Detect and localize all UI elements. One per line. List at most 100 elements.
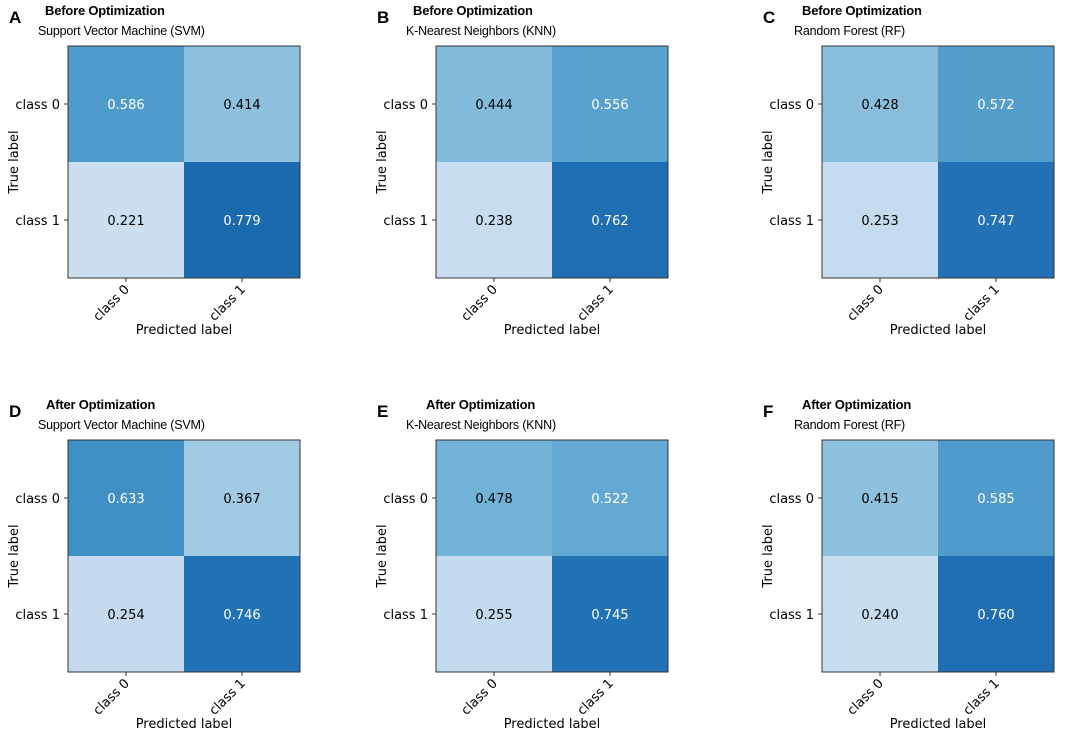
y-axis-label: True label (7, 524, 22, 588)
panel-letter: B (377, 8, 390, 27)
panel-subtitle: Random Forest (RF) (794, 418, 906, 432)
cell-value-label: 0.367 (223, 492, 260, 507)
heatmap-cell-r0-c0 (822, 440, 938, 556)
x-axis-label: Predicted label (890, 323, 987, 338)
cell-value-label: 0.254 (107, 608, 144, 623)
panel-subtitle: Support Vector Machine (SVM) (38, 418, 205, 432)
heatmap-cell-r0-c1 (184, 440, 300, 556)
heatmap-svg: 0.444 0.556 0.238 0.762 class 0 class 1 class … (375, 45, 669, 338)
panel-letter: C (763, 8, 776, 27)
heatmap-frame (821, 439, 1055, 673)
cell-value-label: 0.444 (475, 98, 512, 113)
cell-value-label: 0.238 (475, 214, 512, 229)
confusion-matrix-panel-d: D After Optimization Support Vector Machin… (0, 394, 360, 755)
heatmap-cell-r0-c1 (552, 440, 668, 556)
cell-value-label: 0.760 (977, 608, 1014, 623)
x-tick-label: class 0 (459, 282, 501, 324)
panel-title: After Optimization (802, 397, 912, 412)
heatmap-cell-r0-c0 (68, 46, 184, 162)
x-tick-label: class 1 (207, 282, 249, 324)
confusion-matrix-panel-a: A Before Optimization Support Vector Machi… (0, 0, 360, 361)
x-tick-label: class 0 (845, 282, 887, 324)
heatmap-cell-r1-c0 (436, 162, 552, 278)
heatmap-svg: 0.415 0.585 0.240 0.760 class 0 class 1 class … (761, 439, 1055, 732)
x-axis-label: Predicted label (890, 717, 987, 732)
heatmap-cell-r0-c1 (938, 46, 1054, 162)
heatmap-svg: 0.633 0.367 0.254 0.746 class 0 class 1 class … (7, 439, 301, 732)
heatmap-cell-r0-c0 (68, 440, 184, 556)
panel-subtitle: Support Vector Machine (SVM) (38, 24, 205, 38)
x-tick-label: class 0 (91, 676, 133, 718)
panel-title: Before Optimization (45, 3, 165, 18)
x-tick-label: class 1 (961, 282, 1003, 324)
heatmap-svg: 0.478 0.522 0.255 0.745 class 0 class 1 class … (375, 439, 669, 732)
cell-value-label: 0.221 (107, 214, 144, 229)
y-axis-label: True label (375, 524, 390, 588)
y-axis-label: True label (7, 130, 22, 194)
panel-letter: F (763, 402, 774, 421)
heatmap-cell-r1-c1 (184, 556, 300, 672)
heatmap-cell-r0-c0 (436, 440, 552, 556)
cell-value-label: 0.633 (107, 492, 144, 507)
y-tick-label: class 0 (769, 98, 814, 113)
cell-value-label: 0.762 (591, 214, 628, 229)
heatmap-cell-r0-c1 (938, 440, 1054, 556)
panel-letter: D (9, 402, 22, 421)
y-tick-label: class 0 (383, 492, 428, 507)
y-tick-label: class 0 (383, 98, 428, 113)
cell-value-label: 0.478 (475, 492, 512, 507)
confusion-matrix-figure: A Before Optimization Support Vector Machi… (0, 0, 1084, 732)
heatmap-cell-r1-c1 (938, 556, 1054, 672)
heatmap-cell-r1-c0 (822, 162, 938, 278)
heatmap-cell-r0-c0 (436, 46, 552, 162)
panel-subtitle: Random Forest (RF) (794, 24, 906, 38)
cell-value-label: 0.746 (223, 608, 260, 623)
panel-title: Before Optimization (802, 3, 922, 18)
confusion-matrix-panel-b: B Before Optimization K-Nearest Neighbors … (368, 0, 728, 361)
x-tick-label: class 1 (575, 282, 617, 324)
heatmap-frame (67, 45, 301, 279)
panel-title: After Optimization (46, 397, 156, 412)
cell-value-label: 0.572 (977, 98, 1014, 113)
confusion-matrix-panel-c: C Before Optimization Random Forest (RF) 0.… (754, 0, 1084, 361)
cell-value-label: 0.414 (223, 98, 260, 113)
cell-value-label: 0.747 (977, 214, 1014, 229)
cell-value-label: 0.253 (861, 214, 898, 229)
x-tick-label: class 0 (91, 282, 133, 324)
cell-value-label: 0.586 (107, 98, 144, 113)
cell-value-label: 0.585 (977, 492, 1014, 507)
cell-value-label: 0.415 (861, 492, 898, 507)
heatmap-svg: 0.428 0.572 0.253 0.747 class 0 class 1 class … (761, 45, 1055, 338)
cell-value-label: 0.428 (861, 98, 898, 113)
cell-value-label: 0.556 (591, 98, 628, 113)
y-axis-label: True label (761, 130, 776, 194)
cell-value-label: 0.255 (475, 608, 512, 623)
y-axis-label: True label (375, 130, 390, 194)
cell-value-label: 0.779 (223, 214, 260, 229)
x-axis-label: Predicted label (504, 323, 601, 338)
x-tick-label: class 0 (459, 676, 501, 718)
panel-title: Before Optimization (413, 3, 533, 18)
heatmap-svg: 0.586 0.414 0.221 0.779 class 0 class 1 class … (7, 45, 301, 338)
y-tick-label: class 0 (15, 492, 60, 507)
y-tick-label: class 0 (769, 492, 814, 507)
x-tick-label: class 1 (961, 676, 1003, 718)
y-tick-label: class 1 (769, 608, 814, 623)
y-tick-label: class 1 (15, 214, 60, 229)
confusion-matrix-panel-f: F After Optimization Random Forest (RF) 0.4… (754, 394, 1084, 755)
cell-value-label: 0.745 (591, 608, 628, 623)
heatmap-frame (435, 45, 669, 279)
heatmap-cell-r0-c1 (184, 46, 300, 162)
confusion-matrix-panel-e: E After Optimization K-Nearest Neighbors (… (368, 394, 728, 755)
heatmap-cell-r0-c0 (822, 46, 938, 162)
heatmap-cell-r1-c1 (552, 162, 668, 278)
y-tick-label: class 1 (383, 214, 428, 229)
heatmap-frame (821, 45, 1055, 279)
heatmap-cell-r1-c0 (436, 556, 552, 672)
panel-subtitle: K-Nearest Neighbors (KNN) (406, 24, 556, 38)
cell-value-label: 0.240 (861, 608, 898, 623)
x-axis-label: Predicted label (504, 717, 601, 732)
heatmap-cell-r1-c0 (68, 556, 184, 672)
x-tick-label: class 1 (207, 676, 249, 718)
heatmap-frame (435, 439, 669, 673)
